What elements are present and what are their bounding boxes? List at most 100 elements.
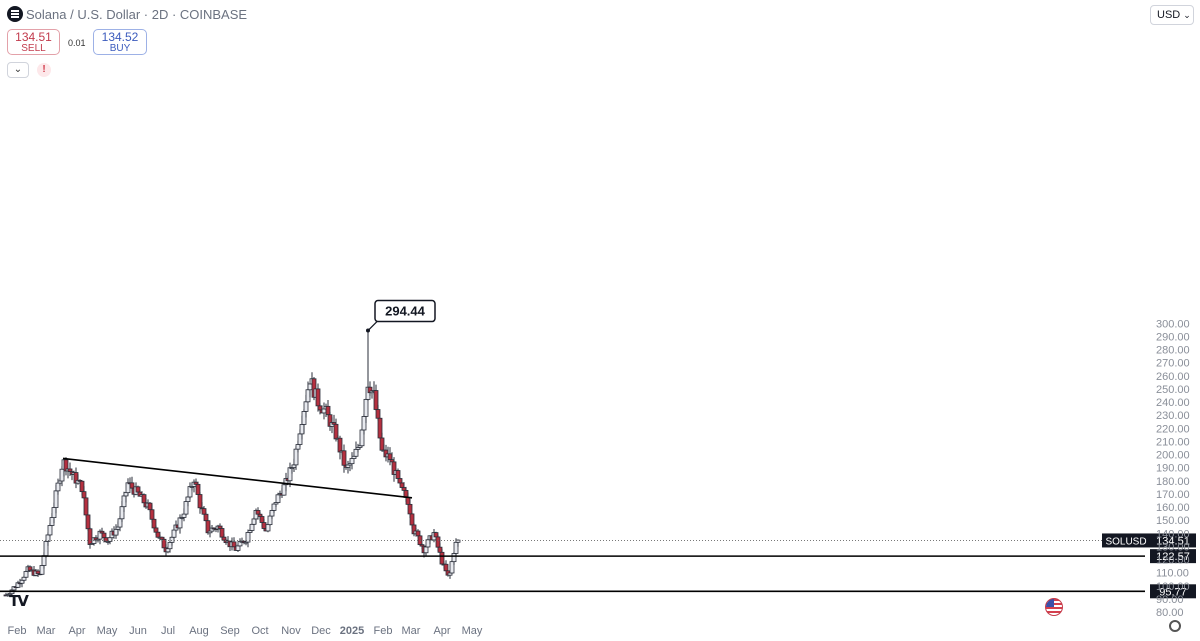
buy-button[interactable]: 134.52 BUY (93, 29, 147, 55)
candle-up (235, 545, 241, 551)
candle-down (203, 513, 209, 522)
currency-button[interactable]: USD ⌄ (1150, 5, 1194, 25)
peak-callout-label: 294.44 (385, 304, 426, 319)
candle-up (305, 389, 311, 403)
us-flag-icon[interactable] (1045, 598, 1063, 616)
candle-down (219, 528, 225, 538)
candle-down (373, 390, 379, 410)
candle-up (21, 576, 27, 581)
y-tick-label: 300.00 (1156, 318, 1190, 330)
candle-down (149, 509, 155, 520)
candle-down (377, 417, 383, 439)
candle-up (353, 448, 359, 457)
candle-up (43, 540, 49, 557)
sell-button[interactable]: 134.51 SELL (7, 29, 60, 55)
collapse-button[interactable]: ⌄ (7, 62, 29, 78)
menu-icon[interactable] (7, 6, 23, 22)
y-tick-label: 290.00 (1156, 331, 1190, 343)
candle-down (259, 516, 265, 523)
candle-down (135, 486, 141, 493)
peak-callout-pointer (367, 320, 379, 331)
candle-down (255, 510, 261, 515)
currency-label: USD (1157, 9, 1181, 21)
y-tick-label: 200.00 (1156, 450, 1190, 462)
candle-down (153, 527, 159, 533)
candle-up (301, 411, 307, 425)
candle-down (147, 502, 153, 511)
x-tick-label: Sep (220, 625, 240, 637)
candle-down (231, 541, 237, 548)
candle-up (123, 492, 129, 497)
support-price-tag (1150, 584, 1196, 599)
chevron-down-icon: ⌄ (1183, 10, 1191, 20)
candle-up (361, 416, 367, 431)
drawings-layer: 122.57 95.77 SOLUSD 134.51 294.44 (0, 299, 1196, 599)
y-tick-label: 260.00 (1156, 371, 1190, 383)
x-tick-label: Mar (37, 625, 56, 637)
candle-up (117, 518, 123, 528)
symbol-tag (1102, 533, 1150, 548)
candle-up (23, 571, 29, 578)
tradingview-logo-icon[interactable]: TV (9, 592, 29, 610)
y-tick-label: 150.00 (1156, 515, 1190, 527)
gear-icon[interactable] (1169, 620, 1181, 632)
candle-down (397, 478, 403, 484)
last-price-tag (1150, 533, 1196, 548)
candle-up (249, 523, 255, 531)
candle-down (375, 409, 381, 419)
candle-down (195, 483, 201, 495)
candle-down (387, 453, 393, 461)
x-tick-label: May (97, 625, 118, 637)
x-tick-label: Mar (402, 625, 421, 637)
chevron-down-icon: ⌄ (13, 64, 23, 75)
y-tick-label: 140.00 (1156, 528, 1190, 540)
candle-down (87, 528, 93, 545)
peak-callout-box (374, 299, 436, 323)
trendline (62, 457, 413, 499)
sell-price: 134.51 (15, 30, 52, 44)
candle-down (261, 522, 267, 529)
candle-up (297, 433, 303, 445)
candle-up (303, 401, 309, 412)
candle-down (439, 551, 445, 565)
candle-up (269, 510, 275, 517)
candle-up (307, 383, 313, 391)
y-tick-label: 160.00 (1156, 502, 1190, 514)
support-price-label: 122.57 (1156, 551, 1190, 563)
candle-down (67, 468, 73, 473)
x-tick-label: Nov (281, 625, 301, 637)
candle-up (271, 503, 277, 511)
x-tick-label: Aug (189, 625, 209, 637)
candle-up (51, 507, 57, 518)
candle-down (141, 494, 147, 504)
spread-value: 0.01 (68, 38, 86, 48)
candle-down (155, 531, 161, 538)
candle-up (275, 494, 281, 503)
y-tick-label: 210.00 (1156, 436, 1190, 448)
candle-up (453, 541, 459, 554)
candle-up (185, 496, 191, 502)
candle-down (151, 518, 157, 529)
candle-up (287, 467, 293, 482)
exclamation-icon[interactable]: ! (37, 63, 51, 77)
candle-up (359, 429, 365, 447)
candle-up (251, 518, 257, 525)
candle-up (265, 524, 271, 532)
candle-up (49, 517, 55, 526)
candle-up (59, 468, 65, 482)
x-tick-label: Oct (251, 625, 268, 637)
x-tick-label: Dec (311, 625, 331, 637)
candle-up (19, 579, 25, 584)
candle-up (53, 490, 59, 508)
candle-up (423, 546, 429, 554)
candle-down (443, 563, 449, 572)
y-tick-label: 130.00 (1156, 541, 1190, 553)
x-tick-label: Apr (433, 625, 450, 637)
y-tick-label: 230.00 (1156, 410, 1190, 422)
last-price-label: 134.51 (1156, 535, 1190, 547)
candle-down (415, 530, 421, 537)
candle-down (395, 470, 401, 479)
support-price-tag (1150, 549, 1196, 564)
